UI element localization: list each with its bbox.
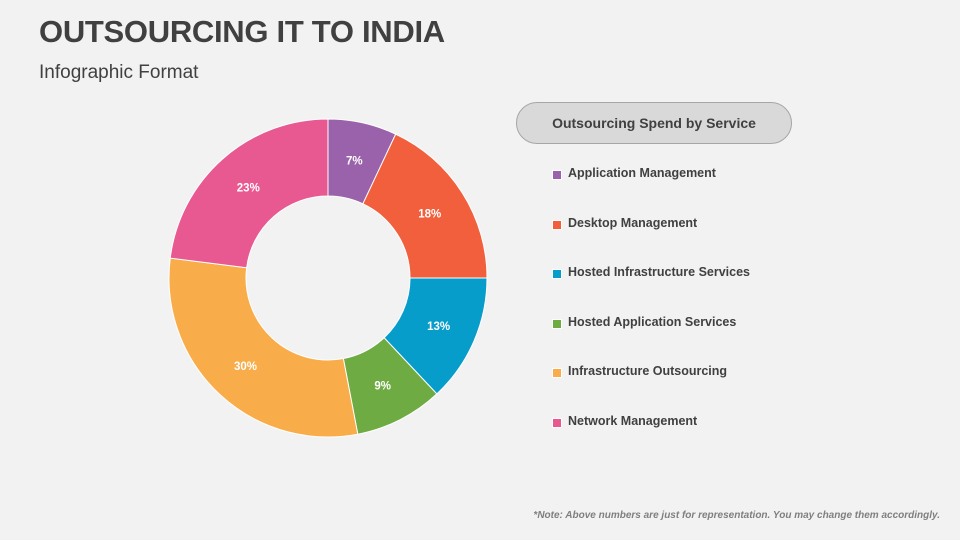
page-title: OUTSOURCING IT TO INDIA [39,14,445,49]
legend-item-network-management: Network Management [552,412,750,430]
legend-title: Outsourcing Spend by Service [516,102,792,144]
donut-labels: 7% 18% 13% 9% 30% 23% [234,155,450,392]
legend-item-hosted-infrastructure-services: Hosted Infrastructure Services [552,263,750,281]
legend-swatch-icon [552,417,562,428]
legend-label: Hosted Infrastructure Services [568,265,751,279]
legend-swatch-icon [552,318,562,329]
donut-data-label: 7% [346,155,363,167]
legend-item-hosted-application-services: Hosted Application Services [552,313,750,331]
legend-item-application-management: Application Management [552,164,750,182]
donut-data-label: 18% [418,208,441,220]
donut-data-label: 30% [234,361,257,373]
donut-data-label: 23% [237,183,260,195]
footnote: *Note: Above numbers are just for repres… [533,510,940,521]
donut-data-label: 9% [374,380,391,392]
legend-label: Infrastructure Outsourcing [568,364,728,378]
donut-slices [168,118,488,438]
legend-label: Hosted Application Services [568,314,737,329]
page-subtitle: Infographic Format [39,62,199,83]
legend-swatch-icon [552,219,562,230]
legend-item-infrastructure-outsourcing: Infrastructure Outsourcing [552,362,750,380]
legend-item-desktop-management: Desktop Management [552,214,750,232]
legend: Application Management Desktop Managemen… [552,164,750,461]
legend-swatch-icon [552,368,562,378]
donut-slice-network-management [169,118,329,269]
legend-swatch-icon [552,269,562,279]
legend-swatch-icon [552,170,562,180]
donut-slice-infrastructure-outsourcing [168,257,359,438]
donut-slice-desktop-management [362,133,488,279]
legend-label: Desktop Management [568,215,698,230]
donut-data-label: 13% [427,321,450,333]
legend-label: Application Management [568,166,716,180]
legend-label: Network Management [568,413,698,428]
